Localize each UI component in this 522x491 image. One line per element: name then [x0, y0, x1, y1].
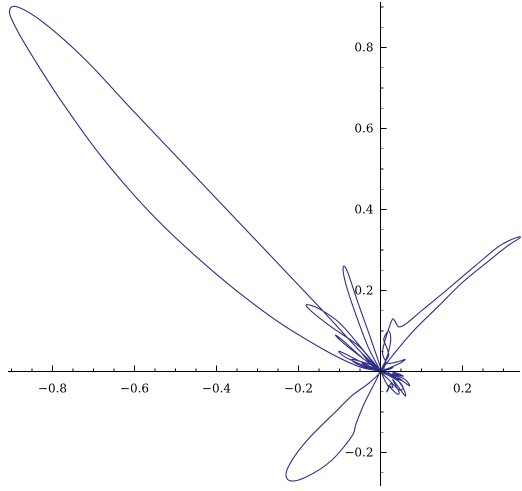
- x-tick-label: 0.2: [453, 382, 472, 396]
- polar-curve-series-0: [8, 5, 521, 482]
- x-tick-label: −0.2: [284, 382, 313, 396]
- curve-layer: [8, 5, 521, 482]
- x-tick-label: −0.6: [120, 382, 149, 396]
- y-tick-label: 0.4: [354, 203, 373, 217]
- y-tick-label: 0.6: [354, 122, 373, 136]
- tick-marks: [11, 6, 504, 474]
- y-tick-label: 0.2: [354, 284, 373, 298]
- tick-labels: −0.8 −0.6 −0.4 −0.2 0.2 −0.2 0.2 0.4 0.6 0.8: [38, 41, 472, 460]
- x-tick-label: −0.4: [202, 382, 232, 396]
- y-tick-label: −0.2: [344, 446, 373, 460]
- x-tick-label: −0.8: [38, 382, 67, 396]
- y-tick-label: 0.8: [354, 41, 373, 55]
- axes: [8, 2, 520, 486]
